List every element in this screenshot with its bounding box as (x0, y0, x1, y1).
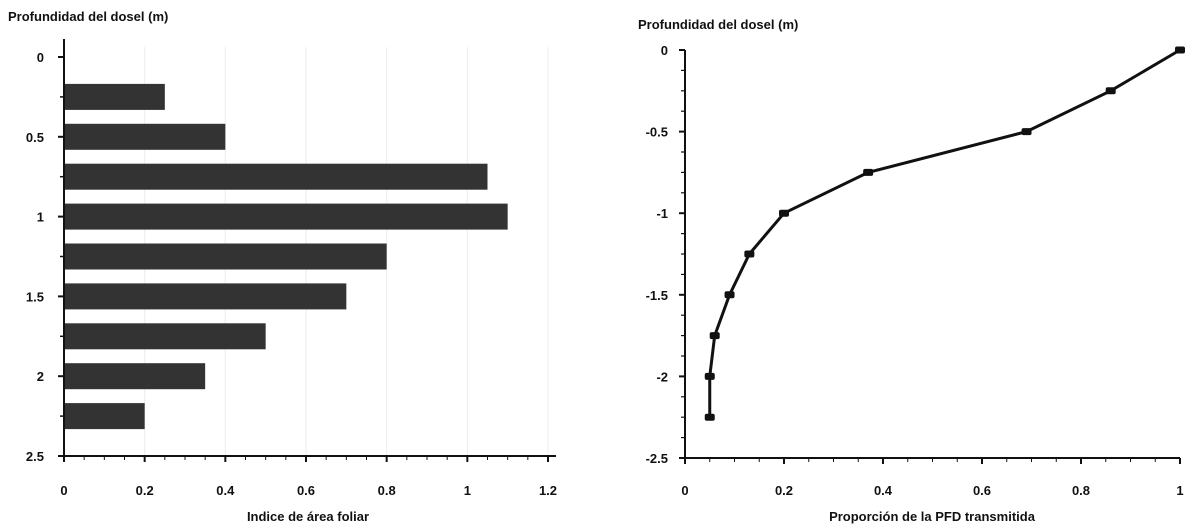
lai-x-axis-title: Indice de área foliar (247, 509, 369, 524)
lai-xtick-label: 1 (464, 483, 471, 498)
lai-bar (64, 243, 387, 270)
lai-bar (64, 323, 266, 350)
pfd-point (704, 413, 715, 421)
pfd-xtick-label: 0 (681, 483, 688, 498)
pfd-point (704, 372, 715, 380)
lai-y-axis-title: Profundidad del dosel (m) (8, 9, 168, 24)
pfd-point (724, 291, 735, 299)
pfd-xtick-label: 0.8 (1072, 483, 1090, 498)
lai-bar (64, 203, 508, 230)
pfd-point (1175, 46, 1185, 54)
lai-bar (64, 283, 347, 310)
lai-ytick-label: 0.5 (26, 130, 44, 145)
lai-bar (64, 83, 165, 110)
pfd-series-line (708, 48, 1181, 418)
pfd-point (779, 209, 789, 217)
pfd-ytick-label: -2.5 (646, 451, 668, 466)
lai-xtick-label: 0.4 (216, 483, 235, 498)
lai-xtick-label: 0.2 (136, 483, 154, 498)
pfd-point (709, 332, 720, 340)
lai-xtick-label: 0.8 (378, 483, 396, 498)
pfd-ytick-label: -0.5 (646, 125, 668, 140)
lai-bar (64, 163, 488, 190)
pfd-chart: Profundidad del dosel (m) 0 -0.5 -1 -1.5 -2 -… (638, 17, 1185, 524)
pfd-xtick-label: 0.2 (775, 483, 793, 498)
pfd-xtick-label: 0.6 (973, 483, 991, 498)
lai-chart: Profundidad del dosel (m) 0 0.5 1 1.5 2 2.5 0… (8, 9, 557, 524)
lai-ytick-label: 0 (37, 50, 44, 65)
pfd-point (744, 250, 755, 258)
lai-bar (64, 123, 226, 150)
lai-bar (64, 363, 206, 390)
pfd-x-axis-title: Proporción de la PFD transmitida (829, 509, 1036, 524)
pfd-ytick-label: -1 (656, 206, 668, 221)
pfd-xtick-label: 0.4 (874, 483, 893, 498)
pfd-point (1105, 87, 1116, 95)
lai-bar (64, 403, 145, 430)
lai-xtick-label: 1.2 (539, 483, 557, 498)
pfd-point (863, 168, 874, 176)
lai-ytick-label: 2 (37, 369, 44, 384)
lai-ytick-label: 1 (37, 210, 44, 225)
lai-ytick-label: 1.5 (26, 289, 44, 304)
pfd-point (1021, 128, 1032, 136)
pfd-xtick-label: 1 (1176, 483, 1183, 498)
lai-xtick-label: 0.6 (297, 483, 315, 498)
lai-xtick-label: 0 (60, 483, 67, 498)
lai-ytick-label: 2.5 (26, 449, 44, 464)
pfd-ytick-label: -2 (656, 369, 668, 384)
pfd-ytick-label: 0 (661, 43, 668, 58)
pfd-ytick-label: -1.5 (646, 288, 668, 303)
pfd-y-axis-title: Profundidad del dosel (m) (638, 17, 798, 32)
